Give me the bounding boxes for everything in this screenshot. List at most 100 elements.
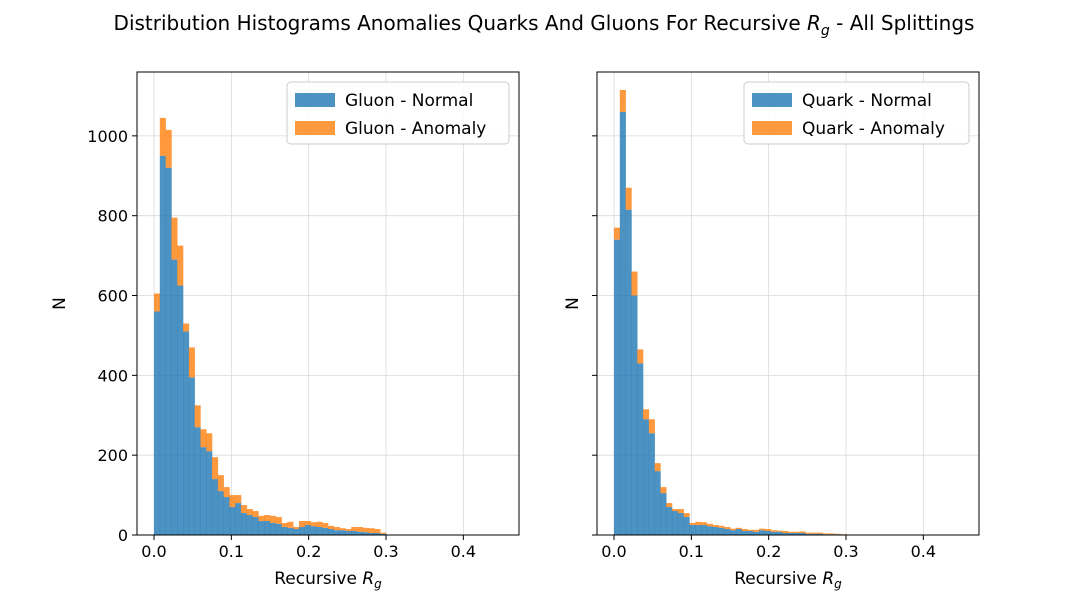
anomaly-bar <box>246 509 253 516</box>
anomaly-bar <box>333 527 340 531</box>
normal-bar <box>287 527 294 535</box>
x-tick-label: 0.1 <box>679 542 704 561</box>
anomaly-bar <box>183 323 190 332</box>
anomaly-bar <box>654 463 661 472</box>
anomaly-bar <box>165 129 172 168</box>
normal-bar <box>171 259 178 535</box>
anomaly-bar <box>799 531 806 534</box>
anomaly-bar <box>811 532 818 534</box>
anomaly-bar <box>672 509 679 512</box>
legend-swatch-normal <box>752 93 792 107</box>
normal-bar <box>194 427 201 535</box>
anomaly-bar <box>788 531 795 534</box>
normal-bar <box>183 331 190 535</box>
anomaly-bar <box>223 487 230 498</box>
normal-bar <box>351 531 358 535</box>
normal-bar <box>380 533 387 535</box>
anomaly-bar <box>362 527 369 533</box>
normal-bar <box>701 525 708 535</box>
normal-bar <box>270 523 277 535</box>
x-axis-label-sub: g <box>374 577 382 591</box>
anomaly-bar <box>643 409 650 420</box>
x-tick-label: 0.1 <box>219 542 244 561</box>
normal-bar <box>695 525 702 535</box>
normal-bar <box>770 531 777 535</box>
normal-bar <box>637 363 644 535</box>
normal-bar <box>316 527 323 535</box>
gluon-histogram-panel: 0.0 0.1 0.2 0.3 0.4 0 200 400 600 800 1000 Recursiv… <box>50 71 520 591</box>
legend-label: Quark - Anomaly <box>802 119 945 139</box>
normal-bar <box>689 525 696 535</box>
x-tick-label: 0.3 <box>373 542 398 561</box>
anomaly-bar <box>275 517 282 524</box>
legend-label: Gluon - Normal <box>345 91 473 111</box>
normal-bar <box>759 530 766 535</box>
legend-swatch-anomaly <box>752 121 792 135</box>
x-axis-label-var: R <box>822 569 834 589</box>
normal-bar <box>200 447 207 535</box>
legend-swatch-normal <box>295 93 335 107</box>
normal-bar <box>159 155 166 535</box>
anomaly-bar <box>310 522 317 527</box>
x-tick-label: 0.3 <box>833 542 858 561</box>
normal-bar <box>816 533 824 535</box>
anomaly-bar <box>724 527 731 530</box>
anomaly-bar <box>159 117 166 156</box>
quark-histogram-panel: 0.0 0.1 0.2 0.3 0.4 Recursive Rg N Quark - Norm… <box>563 71 980 591</box>
normal-bar <box>730 530 737 535</box>
legend: Quark - Normal Quark - Anomaly <box>743 81 970 145</box>
anomaly-bar <box>776 530 783 532</box>
anomaly-bar <box>666 503 673 508</box>
legend-label: Quark - Normal <box>802 91 932 111</box>
legend-label: Gluon - Anomaly <box>345 119 486 139</box>
y-tick-label: 800 <box>97 207 128 226</box>
anomaly-bar <box>299 521 306 528</box>
anomaly-bar <box>281 523 288 528</box>
anomaly-bar <box>252 511 259 518</box>
normal-bar <box>328 529 335 535</box>
normal-bar <box>619 111 626 536</box>
y-axis-label: N <box>50 297 70 310</box>
normal-bar <box>345 531 352 535</box>
anomaly-bar <box>730 528 737 531</box>
x-axis-label-sub: g <box>834 577 842 591</box>
anomaly-bar <box>782 531 789 534</box>
anomaly-bar <box>805 532 812 534</box>
anomaly-bar <box>154 293 161 312</box>
anomaly-bar <box>270 515 277 524</box>
anomaly-bar <box>753 529 760 532</box>
normal-bar <box>281 527 288 535</box>
normal-bar <box>229 507 236 535</box>
normal-bar <box>776 531 783 535</box>
normal-bar <box>177 285 184 535</box>
x-axis-label-prefix: Recursive <box>274 569 362 589</box>
normal-bar <box>362 532 369 535</box>
x-tick-label: 0.4 <box>451 542 476 561</box>
normal-bar <box>368 533 375 535</box>
anomaly-bar <box>229 495 236 508</box>
axes-frame <box>136 71 520 536</box>
normal-bar <box>631 295 638 535</box>
normal-bar <box>246 515 253 535</box>
anomaly-bar <box>188 347 195 378</box>
x-tick-label: 0.0 <box>601 542 626 561</box>
normal-bar <box>264 521 271 535</box>
x-tick-label: 0.2 <box>756 542 781 561</box>
normal-bar <box>356 531 364 535</box>
y-tick-label: 1000 <box>87 127 128 146</box>
x-tick-label: 0.4 <box>911 542 936 561</box>
anomaly-bar <box>345 529 352 532</box>
anomaly-bar <box>241 505 248 514</box>
normal-bar <box>304 525 311 535</box>
anomaly-bar <box>351 527 358 532</box>
normal-bar <box>788 533 795 535</box>
anomaly-bar <box>828 533 835 535</box>
normal-bar <box>374 533 381 535</box>
normal-bar <box>799 533 806 535</box>
anomaly-bar <box>287 521 294 528</box>
anomaly-bar <box>660 487 667 494</box>
anomaly-bar <box>339 528 346 531</box>
axes-frame <box>596 71 980 536</box>
anomaly-bar <box>822 533 829 535</box>
normal-bar <box>672 511 679 535</box>
